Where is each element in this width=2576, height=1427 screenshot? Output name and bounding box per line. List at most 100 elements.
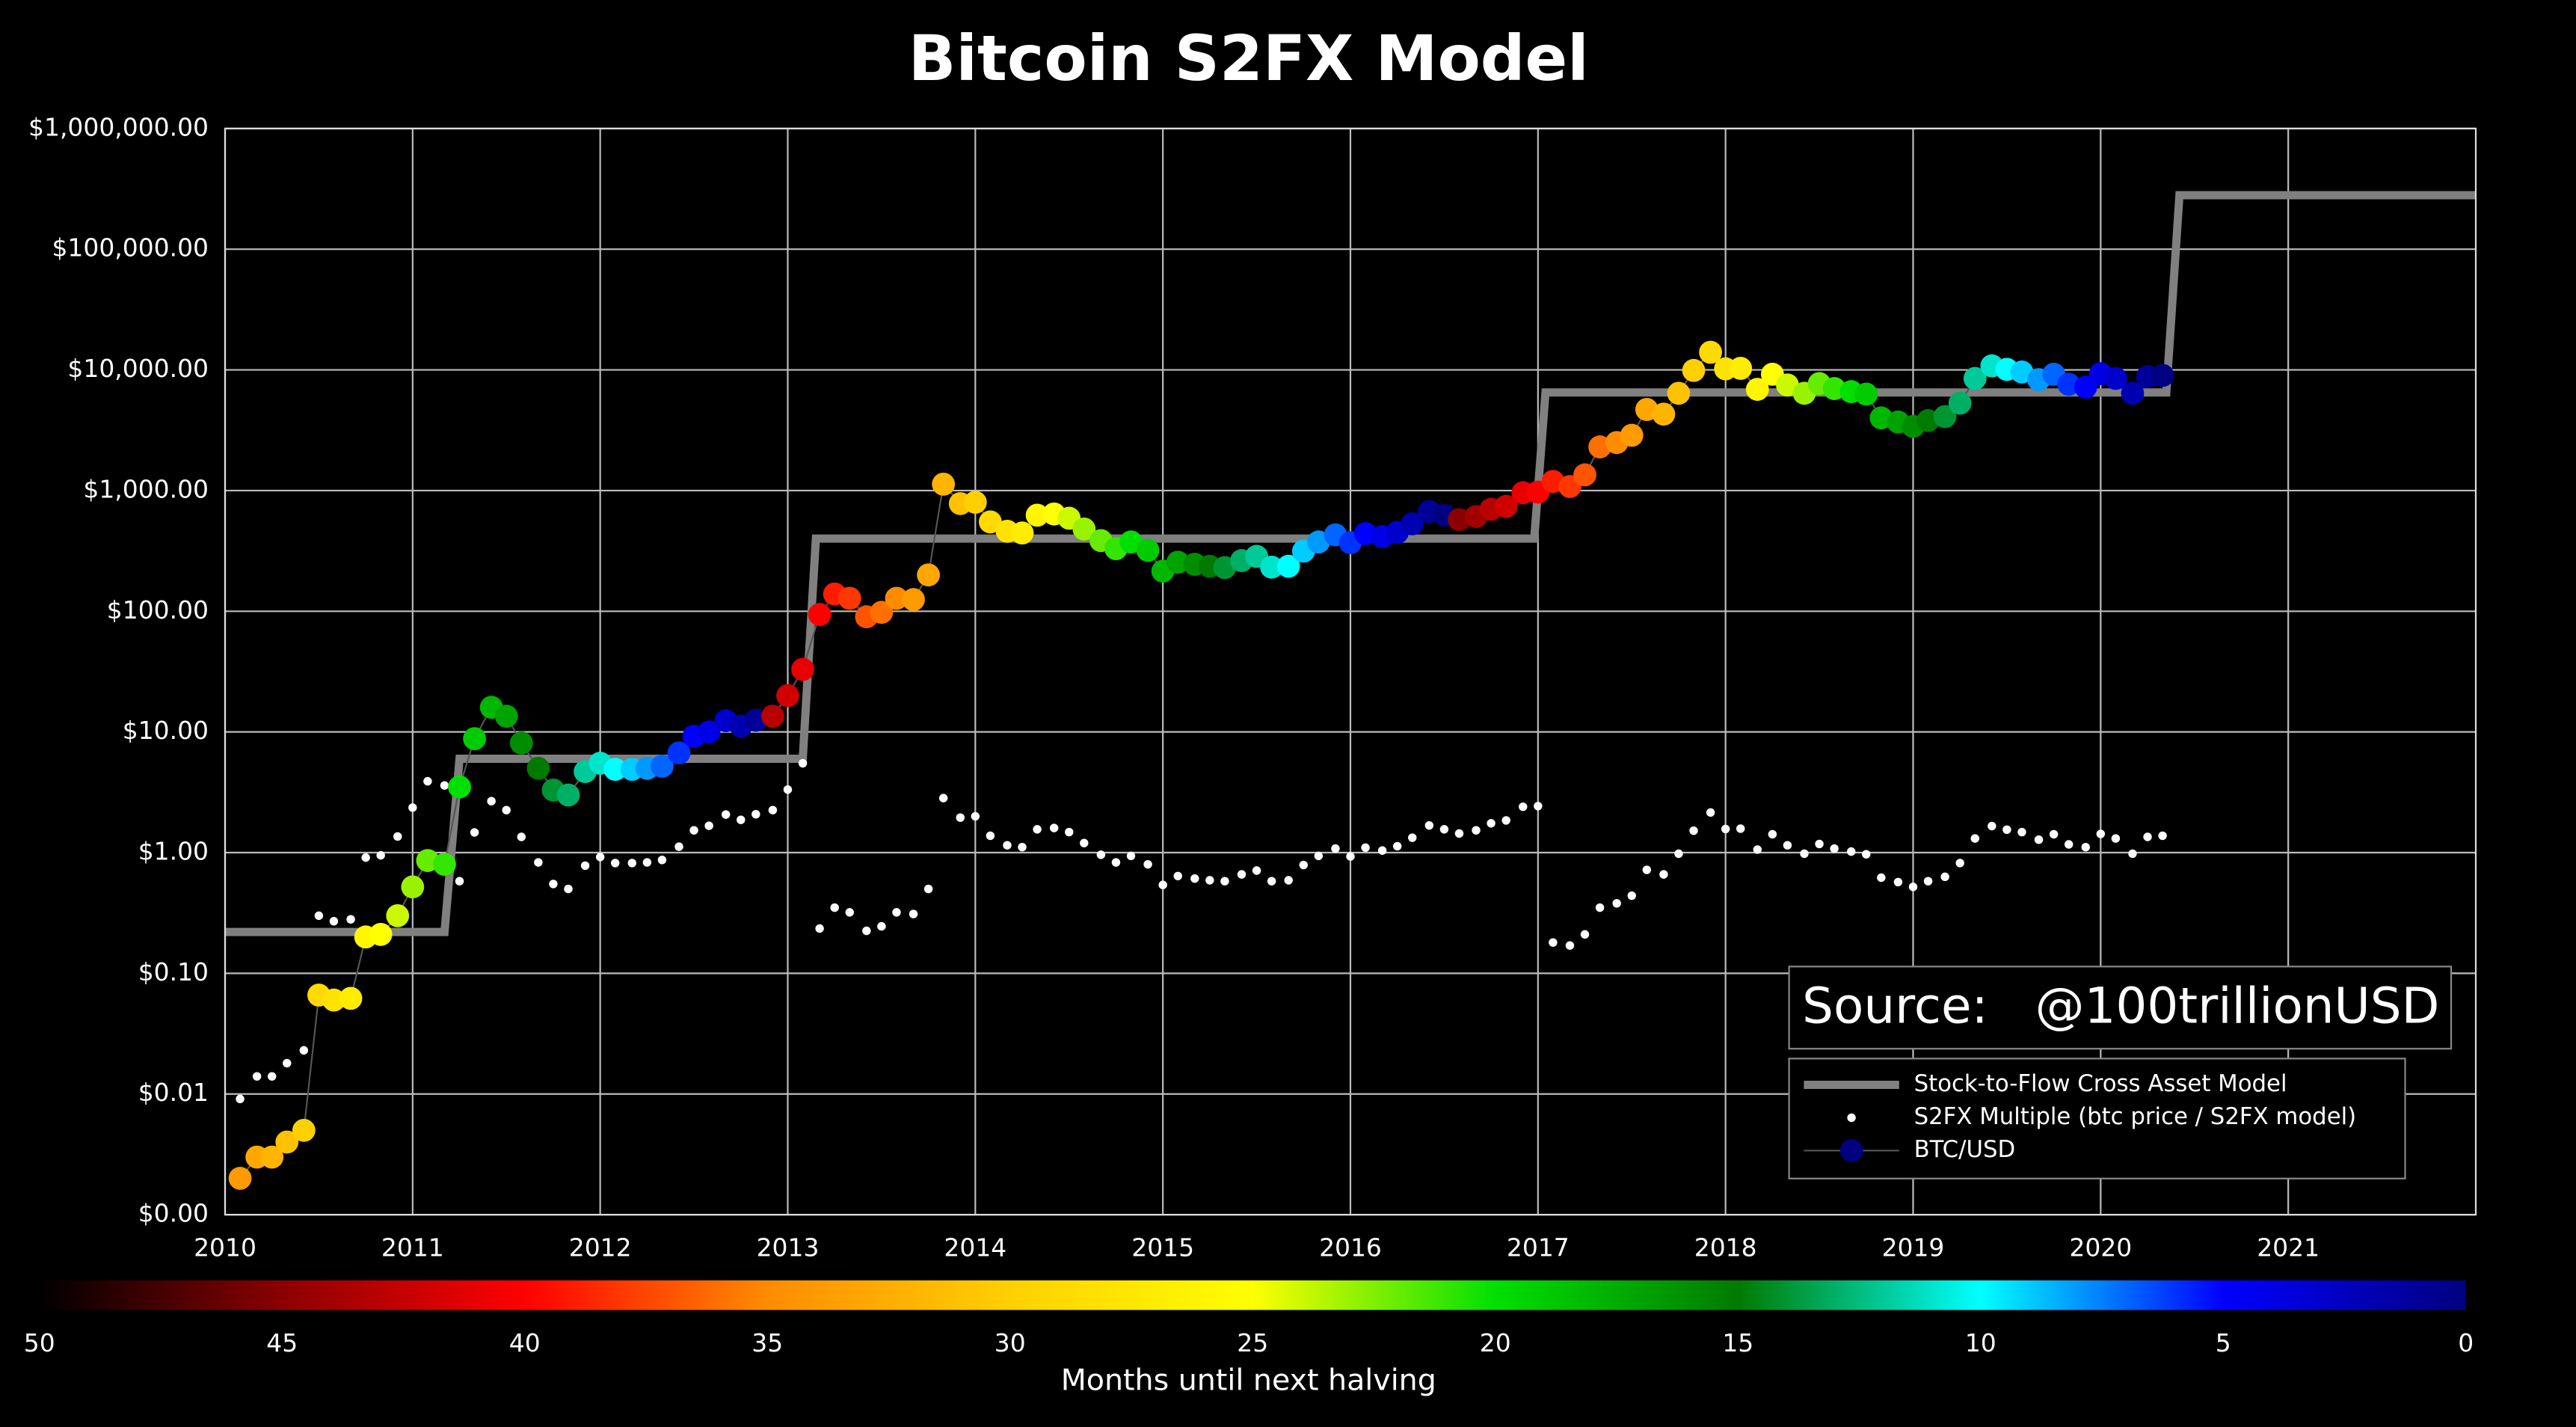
multiple-dot [923, 884, 933, 894]
y-tick-label: $10,000.00 [67, 354, 209, 383]
multiple-dot [1659, 870, 1668, 879]
multiple-dot [1689, 826, 1698, 835]
price-dot [339, 986, 363, 1010]
x-tick-label: 2017 [1507, 1233, 1570, 1262]
colorbar [39, 1280, 2466, 1310]
y-tick-label: $100,000.00 [52, 233, 209, 263]
price-dot [808, 603, 831, 627]
multiple-dot [236, 1094, 245, 1104]
multiple-dot [595, 853, 605, 862]
price-dot [1745, 378, 1769, 401]
colorbar-tick-label: 20 [1480, 1328, 1511, 1357]
price-dot [870, 601, 894, 624]
multiple-dot [704, 821, 713, 830]
multiple-dot [674, 842, 683, 851]
multiple-dot [487, 797, 496, 805]
y-tick-label: $0.00 [138, 1199, 209, 1228]
multiple-dot [1783, 841, 1792, 850]
multiple-dot [1721, 824, 1730, 834]
multiple-dot [1988, 821, 1996, 831]
price-dot [1963, 366, 1987, 390]
multiple-dot [1158, 880, 1167, 889]
multiple-dot [1519, 802, 1528, 811]
y-tick-label: $1,000.00 [83, 474, 209, 503]
multiple-dot [470, 828, 479, 837]
y-tick-label: $100.00 [107, 595, 209, 624]
multiple-dot [1642, 865, 1652, 874]
multiple-dot [1377, 846, 1387, 855]
price-dot [667, 741, 691, 765]
colorbar-tick-label: 50 [24, 1328, 55, 1357]
multiple-dot [1595, 903, 1605, 912]
multiple-dot [1096, 850, 1106, 859]
multiple-dot [1768, 829, 1777, 839]
multiple-dot [1439, 825, 1449, 834]
multiple-dot [1549, 938, 1558, 947]
multiple-dot [329, 917, 339, 926]
price-dot [275, 1130, 299, 1154]
price-dot [761, 705, 784, 728]
price-dot [837, 586, 861, 610]
multiple-dot [815, 924, 824, 933]
price-dot [1072, 517, 1096, 541]
price-dot [917, 563, 940, 587]
x-tick-label: 2012 [569, 1233, 632, 1262]
price-dot [526, 756, 550, 780]
multiple-dot [1049, 823, 1059, 832]
price-dot [1933, 405, 1957, 429]
multiple-dot [1237, 870, 1246, 879]
price-dot [1682, 358, 1706, 382]
multiple-dot [657, 856, 667, 865]
multiple-dot [2158, 831, 2167, 841]
price-dot [2074, 375, 2097, 399]
multiple-dot [2064, 840, 2074, 849]
multiple-dot [1472, 826, 1481, 835]
multiple-dot [862, 926, 871, 936]
y-tick-label: $1.00 [138, 837, 209, 866]
multiple-dot [580, 861, 590, 871]
colorbar-tick-label: 40 [509, 1328, 541, 1357]
colorbar-tick-label: 45 [266, 1328, 298, 1357]
price-dot [932, 472, 956, 496]
multiple-dot [408, 803, 417, 812]
multiple-dot [534, 858, 543, 867]
colorbar-tick-label: 10 [1965, 1328, 1996, 1357]
colorbar-tick-label: 30 [995, 1328, 1026, 1357]
multiple-dot [1970, 834, 1979, 843]
multiple-dot [783, 785, 793, 794]
x-tick-label: 2010 [194, 1233, 256, 1262]
x-tick-label: 2018 [1694, 1233, 1757, 1262]
multiple-dot [627, 859, 637, 868]
x-tick-label: 2014 [944, 1233, 1006, 1262]
price-dot [260, 1145, 284, 1169]
multiple-dot [2002, 825, 2011, 835]
multiple-dot [1815, 839, 1824, 849]
x-tick-label: 2016 [1319, 1233, 1382, 1262]
multiple-dot [1252, 866, 1261, 875]
multiple-dot [1877, 873, 1886, 883]
multiple-dot [1392, 841, 1402, 851]
multiple-dot [283, 1058, 292, 1068]
multiple-dot [1736, 824, 1745, 833]
multiple-dot [642, 858, 652, 867]
multiple-dot [252, 1072, 262, 1081]
multiple-dot [1299, 860, 1308, 870]
multiple-dot [1940, 872, 1949, 882]
multiple-dot [1143, 859, 1152, 869]
chart-title: Bitcoin S2FX Model [909, 22, 1589, 95]
price-dot [1854, 382, 1878, 406]
multiple-dot [1800, 849, 1809, 859]
price-dot [1573, 463, 1596, 487]
multiple-dot [1955, 859, 1964, 868]
annotation-box [1788, 966, 2453, 1050]
price-dot [979, 510, 1002, 534]
multiple-dot [455, 877, 464, 886]
annotation: Source: @100trillionUSD [1802, 978, 2439, 1035]
multiple-dot [768, 805, 778, 814]
multiple-dot [1126, 851, 1136, 861]
multiple-dot [1923, 877, 1933, 886]
price-dot [509, 731, 533, 755]
multiple-dot [1830, 844, 1839, 853]
multiple-dot [2096, 829, 2106, 838]
